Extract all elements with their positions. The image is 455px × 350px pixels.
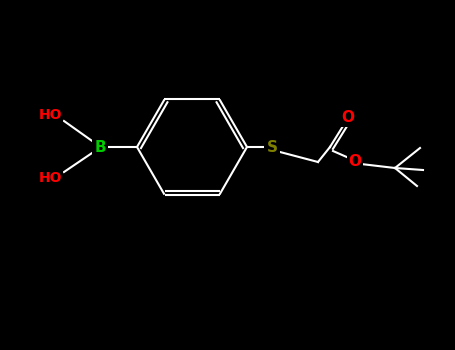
- Text: O: O: [342, 111, 354, 126]
- Text: S: S: [267, 140, 278, 154]
- Text: O: O: [349, 154, 362, 169]
- Text: HO: HO: [38, 171, 62, 185]
- Text: B: B: [94, 140, 106, 154]
- Text: HO: HO: [38, 108, 62, 122]
